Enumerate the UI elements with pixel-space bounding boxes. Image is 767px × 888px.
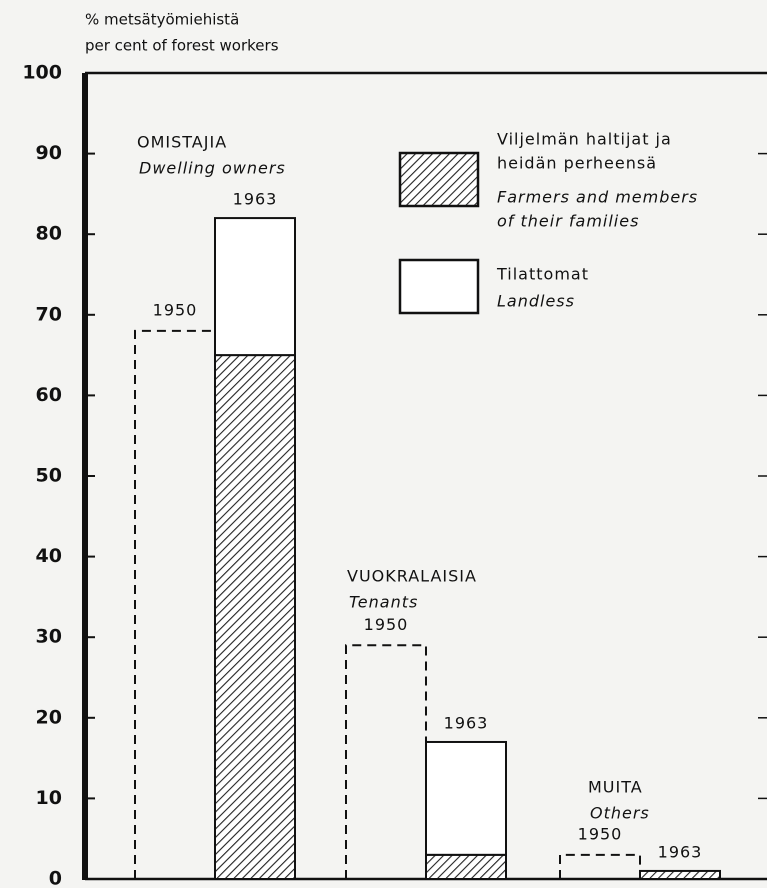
year-label: 1950 <box>364 615 409 634</box>
y-tick-label: 0 <box>49 868 62 888</box>
bar-segment <box>639 869 721 881</box>
bar-segment <box>214 354 296 881</box>
year-label: 1963 <box>658 842 703 861</box>
year-label: 1950 <box>153 300 198 319</box>
axis-label: per cent of forest workers <box>85 37 279 55</box>
year-label: 1963 <box>233 190 278 209</box>
y-tick-label: 70 <box>36 303 62 325</box>
bar-1950 <box>134 329 216 879</box>
y-tick-label: 20 <box>36 706 62 728</box>
legend-label: of their families <box>497 212 639 231</box>
y-tick-label: 100 <box>22 62 62 84</box>
legend-label: heidän perheensä <box>497 154 657 173</box>
category-label: OMISTAJIA <box>137 133 227 152</box>
legend-swatch <box>398 151 480 208</box>
y-tick-label: 60 <box>36 384 62 406</box>
category-subtitle: Others <box>590 804 650 823</box>
category-label: MUITA <box>588 778 643 797</box>
year-label: 1963 <box>444 713 489 732</box>
category-subtitle: Tenants <box>349 593 418 612</box>
category-label: VUOKRALAISIA <box>347 567 477 586</box>
y-tick-label: 80 <box>36 223 62 245</box>
bar-1950 <box>345 644 427 879</box>
legend-label: Tilattomat <box>496 265 589 284</box>
bar-segment <box>214 217 296 357</box>
y-tick-label: 10 <box>36 787 62 809</box>
year-label: 1950 <box>578 824 623 843</box>
legend-label: Farmers and members <box>497 188 698 207</box>
bar-segment <box>425 740 507 856</box>
bar-segment <box>425 853 507 881</box>
legend-swatch <box>398 258 480 315</box>
legend-label: Landless <box>497 292 575 311</box>
axis-label: % metsätyömiehistä <box>85 11 239 29</box>
category-subtitle: Dwelling owners <box>139 159 286 178</box>
bar-1950 <box>559 853 641 879</box>
y-tick-label: 50 <box>36 465 62 487</box>
legend-label: Viljelmän haltijat ja <box>497 130 672 149</box>
y-tick-label: 90 <box>36 142 62 164</box>
y-tick-label: 40 <box>36 545 62 567</box>
y-tick-label: 30 <box>36 626 62 648</box>
